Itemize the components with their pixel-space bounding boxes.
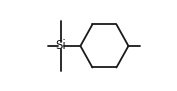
Text: Si: Si (55, 39, 66, 52)
